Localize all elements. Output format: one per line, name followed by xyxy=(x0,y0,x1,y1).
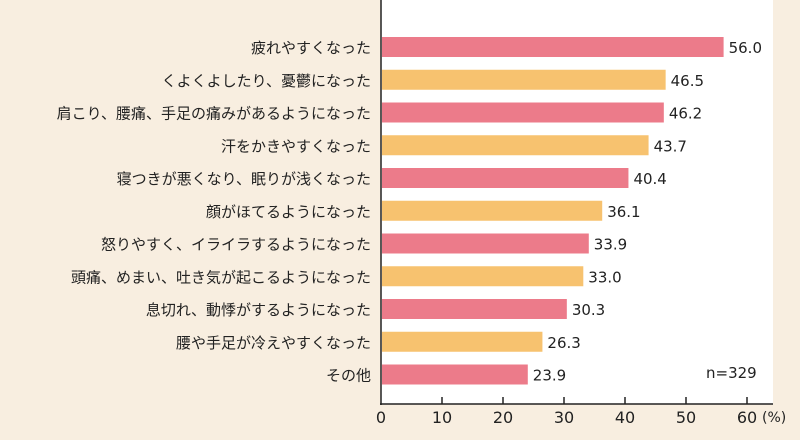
category-label: 寝つきが悪くなり、眠りが浅くなった xyxy=(117,170,371,188)
category-label: 頭痛、めまい、吐き気が起こるようになった xyxy=(71,268,371,286)
x-tick-label: 60 xyxy=(737,408,757,427)
bar xyxy=(382,233,589,254)
category-label: 疲れやすくなった xyxy=(251,39,371,57)
bar xyxy=(382,102,664,123)
x-tick-label: 0 xyxy=(376,408,386,427)
category-label: 汗をかきやすくなった xyxy=(221,137,371,155)
category-label: 怒りやすく、イライラするようになった xyxy=(101,236,371,254)
category-label: 息切れ、動悸がするようになった xyxy=(146,301,371,319)
x-tick-label: 20 xyxy=(493,408,513,427)
x-tick-label: 30 xyxy=(554,408,574,427)
data-label: 26.3 xyxy=(547,334,580,352)
bar xyxy=(382,168,629,188)
category-label: くよくよしたり、憂鬱になった xyxy=(162,72,371,90)
bar xyxy=(382,331,543,352)
bar xyxy=(382,364,528,385)
data-label: 43.7 xyxy=(654,137,687,155)
bar xyxy=(382,266,584,287)
bar xyxy=(382,135,649,156)
bar xyxy=(382,37,724,57)
data-label: 30.3 xyxy=(572,301,605,319)
data-label: 33.0 xyxy=(588,268,621,286)
sample-size-annotation: n=329 xyxy=(706,364,757,382)
data-label: 40.4 xyxy=(633,170,666,188)
category-label: 肩こり、腰痛、手足の痛みがあるようになった xyxy=(57,105,371,123)
category-label: 腰や手足が冷えやすくなった xyxy=(176,334,371,352)
x-tick-label: 10 xyxy=(432,408,452,427)
data-label: 46.5 xyxy=(671,72,704,90)
category-label: 顔がほてるようになった xyxy=(206,203,371,221)
bar xyxy=(382,69,666,90)
x-unit-label: (%) xyxy=(762,410,786,426)
data-label: 46.2 xyxy=(669,105,702,123)
x-tick-label: 40 xyxy=(615,408,635,427)
data-label: 36.1 xyxy=(607,203,640,221)
bar xyxy=(382,200,603,221)
data-label: 33.9 xyxy=(594,236,627,254)
data-label: 56.0 xyxy=(729,39,762,57)
bar xyxy=(382,299,567,319)
category-label: その他 xyxy=(326,367,371,385)
data-label: 23.9 xyxy=(533,367,566,385)
x-tick-label: 50 xyxy=(676,408,696,427)
